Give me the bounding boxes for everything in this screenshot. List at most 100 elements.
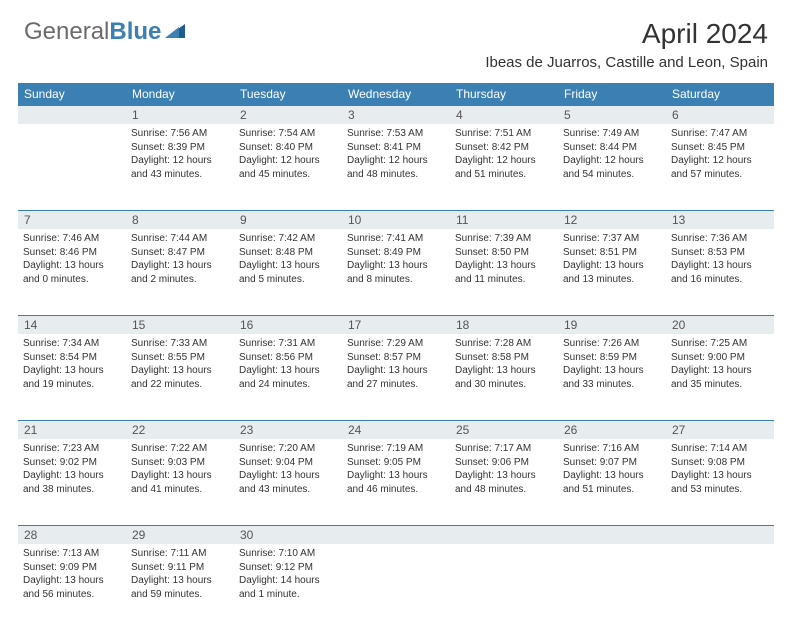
date-number: 29 — [126, 526, 234, 544]
day-cell: Sunrise: 7:17 AMSunset: 9:06 PMDaylight:… — [450, 439, 558, 525]
day2-text: and 48 minutes. — [347, 168, 445, 182]
logo-text: GeneralBlue — [24, 18, 161, 46]
day-header: Thursday — [450, 83, 558, 105]
day1-text: Daylight: 12 hours — [563, 154, 661, 168]
day1-text: Daylight: 14 hours — [239, 574, 337, 588]
sunrise-text: Sunrise: 7:37 AM — [563, 232, 661, 246]
sunset-text: Sunset: 8:44 PM — [563, 141, 661, 155]
sunset-text: Sunset: 9:00 PM — [671, 351, 769, 365]
day1-text: Daylight: 13 hours — [671, 259, 769, 273]
sunset-text: Sunset: 8:46 PM — [23, 246, 121, 260]
date-number: 30 — [234, 526, 342, 544]
date-number: 17 — [342, 316, 450, 334]
day2-text: and 54 minutes. — [563, 168, 661, 182]
day-cell: Sunrise: 7:44 AMSunset: 8:47 PMDaylight:… — [126, 229, 234, 315]
day2-text: and 19 minutes. — [23, 378, 121, 392]
day-cell: Sunrise: 7:22 AMSunset: 9:03 PMDaylight:… — [126, 439, 234, 525]
logo-text-gray: General — [24, 18, 109, 45]
date-row: 123456 — [18, 105, 774, 124]
day-cell: Sunrise: 7:13 AMSunset: 9:09 PMDaylight:… — [18, 544, 126, 630]
date-number: 11 — [450, 211, 558, 229]
week-row: Sunrise: 7:13 AMSunset: 9:09 PMDaylight:… — [18, 544, 774, 630]
sunset-text: Sunset: 8:40 PM — [239, 141, 337, 155]
day1-text: Daylight: 13 hours — [347, 469, 445, 483]
day1-text: Daylight: 13 hours — [23, 574, 121, 588]
date-number: 6 — [666, 106, 774, 124]
day-cell: Sunrise: 7:28 AMSunset: 8:58 PMDaylight:… — [450, 334, 558, 420]
week-row: Sunrise: 7:23 AMSunset: 9:02 PMDaylight:… — [18, 439, 774, 525]
day-cell — [558, 544, 666, 630]
sunrise-text: Sunrise: 7:31 AM — [239, 337, 337, 351]
sunrise-text: Sunrise: 7:41 AM — [347, 232, 445, 246]
sunrise-text: Sunrise: 7:13 AM — [23, 547, 121, 561]
day-cell: Sunrise: 7:26 AMSunset: 8:59 PMDaylight:… — [558, 334, 666, 420]
sunrise-text: Sunrise: 7:44 AM — [131, 232, 229, 246]
day1-text: Daylight: 13 hours — [671, 469, 769, 483]
sunset-text: Sunset: 8:58 PM — [455, 351, 553, 365]
day-cell: Sunrise: 7:53 AMSunset: 8:41 PMDaylight:… — [342, 124, 450, 210]
day1-text: Daylight: 13 hours — [563, 364, 661, 378]
day2-text: and 22 minutes. — [131, 378, 229, 392]
sunrise-text: Sunrise: 7:49 AM — [563, 127, 661, 141]
day1-text: Daylight: 12 hours — [455, 154, 553, 168]
day-cell — [342, 544, 450, 630]
date-number: 14 — [18, 316, 126, 334]
sunrise-text: Sunrise: 7:10 AM — [239, 547, 337, 561]
sunrise-text: Sunrise: 7:56 AM — [131, 127, 229, 141]
date-number: 24 — [342, 421, 450, 439]
sunrise-text: Sunrise: 7:26 AM — [563, 337, 661, 351]
sunset-text: Sunset: 8:45 PM — [671, 141, 769, 155]
day-cell: Sunrise: 7:10 AMSunset: 9:12 PMDaylight:… — [234, 544, 342, 630]
sunset-text: Sunset: 8:54 PM — [23, 351, 121, 365]
day2-text: and 59 minutes. — [131, 588, 229, 602]
day1-text: Daylight: 13 hours — [23, 469, 121, 483]
sunset-text: Sunset: 8:59 PM — [563, 351, 661, 365]
sunrise-text: Sunrise: 7:11 AM — [131, 547, 229, 561]
logo-text-blue: Blue — [109, 18, 161, 45]
day-header: Wednesday — [342, 83, 450, 105]
day2-text: and 27 minutes. — [347, 378, 445, 392]
sunrise-text: Sunrise: 7:17 AM — [455, 442, 553, 456]
sunset-text: Sunset: 8:56 PM — [239, 351, 337, 365]
sunset-text: Sunset: 8:55 PM — [131, 351, 229, 365]
date-number: 20 — [666, 316, 774, 334]
day-cell — [666, 544, 774, 630]
date-number: 25 — [450, 421, 558, 439]
logo-triangle-icon — [165, 24, 185, 38]
sunrise-text: Sunrise: 7:14 AM — [671, 442, 769, 456]
sunset-text: Sunset: 9:11 PM — [131, 561, 229, 575]
day1-text: Daylight: 13 hours — [239, 364, 337, 378]
day-cell: Sunrise: 7:36 AMSunset: 8:53 PMDaylight:… — [666, 229, 774, 315]
day-cell: Sunrise: 7:29 AMSunset: 8:57 PMDaylight:… — [342, 334, 450, 420]
day2-text: and 30 minutes. — [455, 378, 553, 392]
sunrise-text: Sunrise: 7:47 AM — [671, 127, 769, 141]
day1-text: Daylight: 13 hours — [671, 364, 769, 378]
sunset-text: Sunset: 9:08 PM — [671, 456, 769, 470]
day2-text: and 1 minute. — [239, 588, 337, 602]
day2-text: and 8 minutes. — [347, 273, 445, 287]
sunrise-text: Sunrise: 7:34 AM — [23, 337, 121, 351]
sunrise-text: Sunrise: 7:46 AM — [23, 232, 121, 246]
date-number: 1 — [126, 106, 234, 124]
day-cell: Sunrise: 7:16 AMSunset: 9:07 PMDaylight:… — [558, 439, 666, 525]
sunrise-text: Sunrise: 7:39 AM — [455, 232, 553, 246]
sunset-text: Sunset: 9:02 PM — [23, 456, 121, 470]
sunset-text: Sunset: 8:57 PM — [347, 351, 445, 365]
day1-text: Daylight: 13 hours — [563, 469, 661, 483]
day2-text: and 53 minutes. — [671, 483, 769, 497]
day1-text: Daylight: 12 hours — [671, 154, 769, 168]
day-header: Friday — [558, 83, 666, 105]
day2-text: and 45 minutes. — [239, 168, 337, 182]
sunset-text: Sunset: 9:12 PM — [239, 561, 337, 575]
month-title: April 2024 — [485, 18, 768, 50]
sunset-text: Sunset: 8:42 PM — [455, 141, 553, 155]
day-cell: Sunrise: 7:34 AMSunset: 8:54 PMDaylight:… — [18, 334, 126, 420]
day1-text: Daylight: 12 hours — [131, 154, 229, 168]
date-number: 23 — [234, 421, 342, 439]
sunrise-text: Sunrise: 7:51 AM — [455, 127, 553, 141]
day-cell: Sunrise: 7:25 AMSunset: 9:00 PMDaylight:… — [666, 334, 774, 420]
day-cell: Sunrise: 7:11 AMSunset: 9:11 PMDaylight:… — [126, 544, 234, 630]
sunrise-text: Sunrise: 7:29 AM — [347, 337, 445, 351]
sunrise-text: Sunrise: 7:25 AM — [671, 337, 769, 351]
day-cell: Sunrise: 7:46 AMSunset: 8:46 PMDaylight:… — [18, 229, 126, 315]
